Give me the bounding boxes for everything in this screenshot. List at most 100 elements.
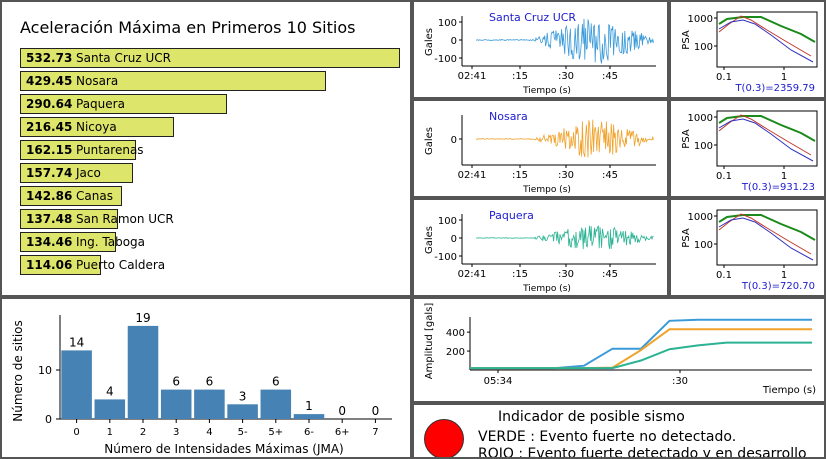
histogram-bar	[260, 389, 292, 419]
psa-label: T(0.3)=2359.79	[734, 83, 815, 94]
data-label: 0	[372, 404, 380, 418]
x-tick-label: 1	[781, 270, 787, 281]
ranking-title: Aceleración Máxima en Primeros 10 Sitios	[20, 18, 356, 37]
waveform-trace	[475, 119, 654, 158]
max-acceleration-panel: Aceleración Máxima en Primeros 10 Sitios…	[0, 0, 412, 297]
waveform-panel-1: 100 0 -100 02:41:15:30:45 Tiempo (s) Gales San…	[412, 0, 669, 99]
y-tick-label: 200	[446, 347, 465, 358]
spectrum-line	[718, 114, 812, 156]
x-axis-label: Tiempo (s)	[522, 284, 571, 294]
histogram-bar	[293, 414, 325, 419]
waveform-trace	[475, 18, 654, 64]
x-tick-label: 6-	[304, 427, 314, 438]
psa-frame	[716, 11, 818, 68]
data-label: 0	[338, 404, 346, 418]
y-axis-label: Gales	[424, 226, 435, 254]
waveform-chart-2: 0 02:41:15:30:45 Tiempo (s) Gales Nosara	[424, 110, 656, 195]
data-label: 19	[135, 311, 150, 325]
psa-frame	[716, 110, 818, 167]
indicator-panel: Indicador de posible sismo VERDE : Event…	[412, 403, 826, 459]
x-tick-label: :30	[672, 376, 688, 387]
x-tick-label: :45	[602, 269, 618, 280]
amplitude-series-line	[470, 341, 812, 370]
ranking-station-name: San Ramon UCR	[76, 212, 174, 226]
x-tick-label: :15	[512, 71, 528, 82]
psa-chart-3: 1000 100 0.1 1 PSA T(0.3)=720.70	[681, 209, 818, 292]
amplitude-panel: 200 400 05:34:30 Tiempo (s) Amplitud [gals]	[412, 297, 826, 403]
x-tick-label: 2	[140, 427, 146, 438]
design-spectrum-line	[718, 115, 816, 142]
data-label: 14	[69, 335, 84, 349]
ranking-bar	[20, 71, 326, 91]
psa-chart-2: 1000 100 0.1 1 PSA T(0.3)=931.23	[681, 110, 818, 193]
waveform-panel-3: 100 0 -100 02:41:15:30:45 Tiempo (s) Gales Paq…	[412, 198, 669, 297]
psa-frame	[716, 209, 818, 266]
data-label: 6	[206, 375, 214, 389]
spectrum-line	[718, 217, 814, 261]
data-label: 6	[172, 375, 180, 389]
ranking-bar	[20, 232, 116, 252]
alert-indicator-light	[424, 419, 464, 457]
ranking-station-name: Nosara	[76, 74, 119, 88]
x-tick-label: 02:41	[458, 269, 487, 280]
x-tick-label: 0.1	[716, 72, 732, 83]
y-tick-label: 400	[446, 328, 465, 339]
ranking-station-name: Santa Cruz UCR	[76, 51, 171, 65]
x-tick-label: 1	[107, 427, 113, 438]
ranking-value: 532.73	[26, 51, 73, 65]
x-tick-label: 05:34	[484, 376, 513, 387]
y-tick-label: 10	[38, 364, 52, 377]
ranking-bar	[20, 255, 101, 275]
x-tick-label: 1	[781, 72, 787, 83]
jma-histogram-chart: 0 10 14 0 4 1 19 2 6 3 6 4 3 5- 6 5+ 1 6- 0 6+ 0 7 Número de I…	[11, 311, 392, 456]
spectrum-line	[718, 213, 812, 255]
ranking-station-name: Jaco	[76, 166, 101, 180]
ranking-station-name: Paquera	[76, 97, 125, 111]
psa-chart-1: 1000 100 0.1 1 PSA T(0.3)=2359.79	[681, 11, 818, 94]
ranking-value: 137.48	[26, 212, 73, 226]
x-tick-label: :45	[602, 170, 618, 181]
ranking-value: 216.45	[26, 120, 73, 134]
y-tick-label: -100	[434, 54, 457, 65]
x-tick-label: 02:41	[458, 170, 487, 181]
ranking-value: 114.06	[26, 258, 73, 272]
y-tick-label: 100	[694, 42, 713, 53]
ranking-value: 134.46	[26, 235, 73, 249]
ranking-bar	[20, 163, 133, 183]
y-tick-label: 100	[438, 18, 457, 29]
psa-label: T(0.3)=931.23	[741, 182, 815, 193]
waveform-panel-2: 0 02:41:15:30:45 Tiempo (s) Gales Nosara	[412, 99, 669, 198]
x-tick-label: 0.1	[716, 171, 732, 182]
indicator-green-legend: VERDE : Evento fuerte no detectado.	[478, 429, 737, 445]
data-label: 6	[272, 375, 280, 389]
histogram-bar	[94, 399, 126, 419]
ranking-station-name: Canas	[76, 189, 113, 203]
y-axis-label: PSA	[681, 129, 692, 149]
x-tick-label: :15	[512, 170, 528, 181]
y-tick-label: 0	[451, 135, 457, 146]
ranking-value: 157.74	[26, 166, 73, 180]
y-axis-label: PSA	[681, 30, 692, 50]
y-tick-label: 100	[438, 216, 457, 227]
ranking-value: 429.45	[26, 74, 73, 88]
station-name: Nosara	[489, 110, 528, 123]
x-tick-label: 6+	[335, 427, 350, 438]
histogram-bar	[61, 350, 92, 419]
x-tick-label: 1	[781, 171, 787, 182]
ranking-value: 290.64	[26, 97, 73, 111]
design-spectrum-line	[718, 214, 816, 241]
x-tick-label: :30	[558, 71, 574, 82]
design-spectrum-line	[718, 16, 816, 43]
x-axis-label: Tiempo (s)	[522, 86, 571, 96]
ranking-bar	[20, 117, 174, 137]
station-name: Santa Cruz UCR	[489, 11, 576, 24]
x-tick-label: :15	[512, 269, 528, 280]
x-tick-label: 0	[73, 427, 79, 438]
histogram-bar	[160, 389, 192, 419]
psa-panel-2: 1000 100 0.1 1 PSA T(0.3)=931.23	[669, 99, 826, 198]
y-axis-label: Número de sitios	[11, 320, 25, 422]
ranking-bar	[20, 94, 227, 114]
y-tick-label: 1000	[688, 212, 713, 223]
